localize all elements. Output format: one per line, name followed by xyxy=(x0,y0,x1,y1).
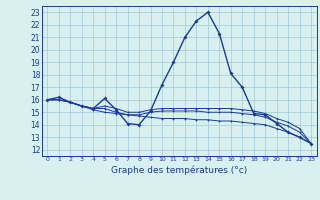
X-axis label: Graphe des températures (°c): Graphe des températures (°c) xyxy=(111,165,247,175)
